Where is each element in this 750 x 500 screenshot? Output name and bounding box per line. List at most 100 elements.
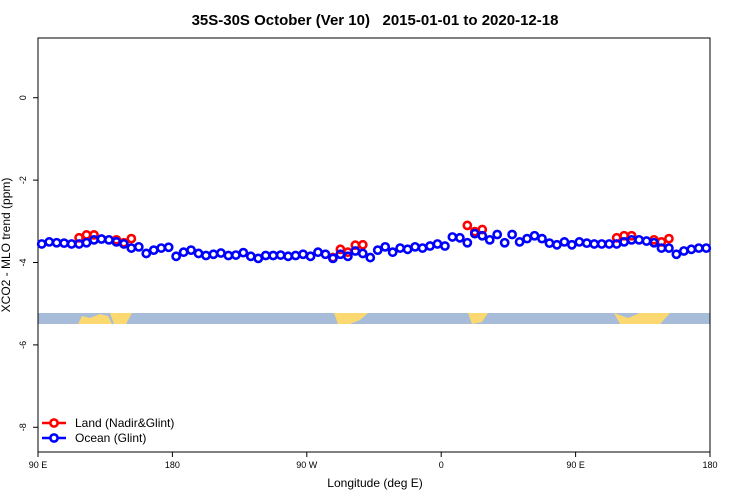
y-axis-label: XCO2 - MLO trend (ppm) xyxy=(0,178,13,313)
point xyxy=(589,239,600,249)
point xyxy=(335,249,346,260)
land-patch xyxy=(334,313,368,324)
y-tick-label: 0 xyxy=(18,95,28,100)
point xyxy=(313,247,323,258)
point xyxy=(604,239,615,249)
point xyxy=(230,250,241,260)
point xyxy=(477,230,488,241)
chart-title: 35S-30S October (Ver 10) 2015-01-01 to 2… xyxy=(192,12,559,29)
point xyxy=(402,244,413,255)
x-tick-label: 180 xyxy=(165,460,180,470)
point xyxy=(253,253,264,264)
legend-marker xyxy=(49,418,59,428)
y-tick-label: -2 xyxy=(18,176,28,184)
point xyxy=(350,246,361,256)
point xyxy=(44,237,55,247)
point xyxy=(328,253,338,264)
point xyxy=(514,237,525,247)
point xyxy=(678,246,689,256)
point xyxy=(492,229,503,240)
point xyxy=(96,234,107,244)
y-tick-label: -8 xyxy=(18,423,28,431)
land-patch xyxy=(110,313,132,324)
x-tick-label: 0 xyxy=(439,460,444,470)
point xyxy=(89,230,99,240)
point xyxy=(357,239,368,250)
point xyxy=(596,239,607,249)
point xyxy=(380,241,391,252)
point xyxy=(686,244,697,255)
x-tick-label: 90 E xyxy=(29,460,48,470)
point xyxy=(641,236,652,246)
x-tick-label: 180 xyxy=(702,460,717,470)
point xyxy=(693,243,704,253)
point xyxy=(260,250,271,261)
land-mask xyxy=(38,313,710,324)
point xyxy=(163,242,174,253)
point xyxy=(59,238,70,249)
point xyxy=(619,237,630,247)
point xyxy=(156,243,167,253)
point xyxy=(447,232,458,242)
point xyxy=(104,234,114,245)
point xyxy=(626,230,637,241)
point xyxy=(395,243,406,253)
point xyxy=(432,239,443,249)
point xyxy=(81,230,92,240)
point xyxy=(320,249,331,260)
point xyxy=(664,243,674,253)
point xyxy=(425,241,435,251)
land-patch xyxy=(468,313,488,324)
point xyxy=(559,237,570,247)
x-tick-label: 90 W xyxy=(296,460,318,470)
point xyxy=(365,252,376,263)
point xyxy=(201,250,211,261)
ocean-band xyxy=(38,313,710,324)
point xyxy=(387,247,398,258)
point xyxy=(566,239,577,250)
point xyxy=(499,237,510,248)
point xyxy=(484,234,495,245)
x-tick-label: 90 E xyxy=(566,460,585,470)
legend-marker xyxy=(49,433,59,443)
point xyxy=(410,241,420,252)
point xyxy=(141,248,152,259)
point xyxy=(634,234,644,245)
point xyxy=(656,243,667,253)
point xyxy=(342,251,353,262)
point xyxy=(574,237,585,247)
point xyxy=(126,243,137,253)
point xyxy=(611,239,622,249)
point xyxy=(36,239,47,249)
point xyxy=(507,229,518,240)
point xyxy=(148,245,159,256)
point xyxy=(245,251,256,262)
point xyxy=(544,238,555,249)
point xyxy=(186,245,196,256)
point xyxy=(581,238,592,249)
point xyxy=(74,239,84,249)
point xyxy=(462,237,473,248)
plot-frame xyxy=(37,37,711,453)
point xyxy=(357,248,368,259)
point xyxy=(462,220,473,231)
point xyxy=(537,233,547,244)
y-tick-label: -6 xyxy=(18,341,28,349)
point xyxy=(440,241,450,251)
point xyxy=(417,243,428,253)
point xyxy=(238,247,249,258)
land-patch xyxy=(614,313,670,324)
point xyxy=(133,241,144,252)
point xyxy=(193,248,204,259)
point xyxy=(529,230,540,241)
point xyxy=(664,233,674,244)
point xyxy=(305,251,316,262)
point xyxy=(372,245,383,256)
legend-label: Land (Nadir&Glint) xyxy=(75,416,174,430)
point xyxy=(454,232,465,243)
point xyxy=(81,237,92,248)
point xyxy=(208,249,219,260)
point xyxy=(283,251,294,262)
point xyxy=(178,247,189,258)
